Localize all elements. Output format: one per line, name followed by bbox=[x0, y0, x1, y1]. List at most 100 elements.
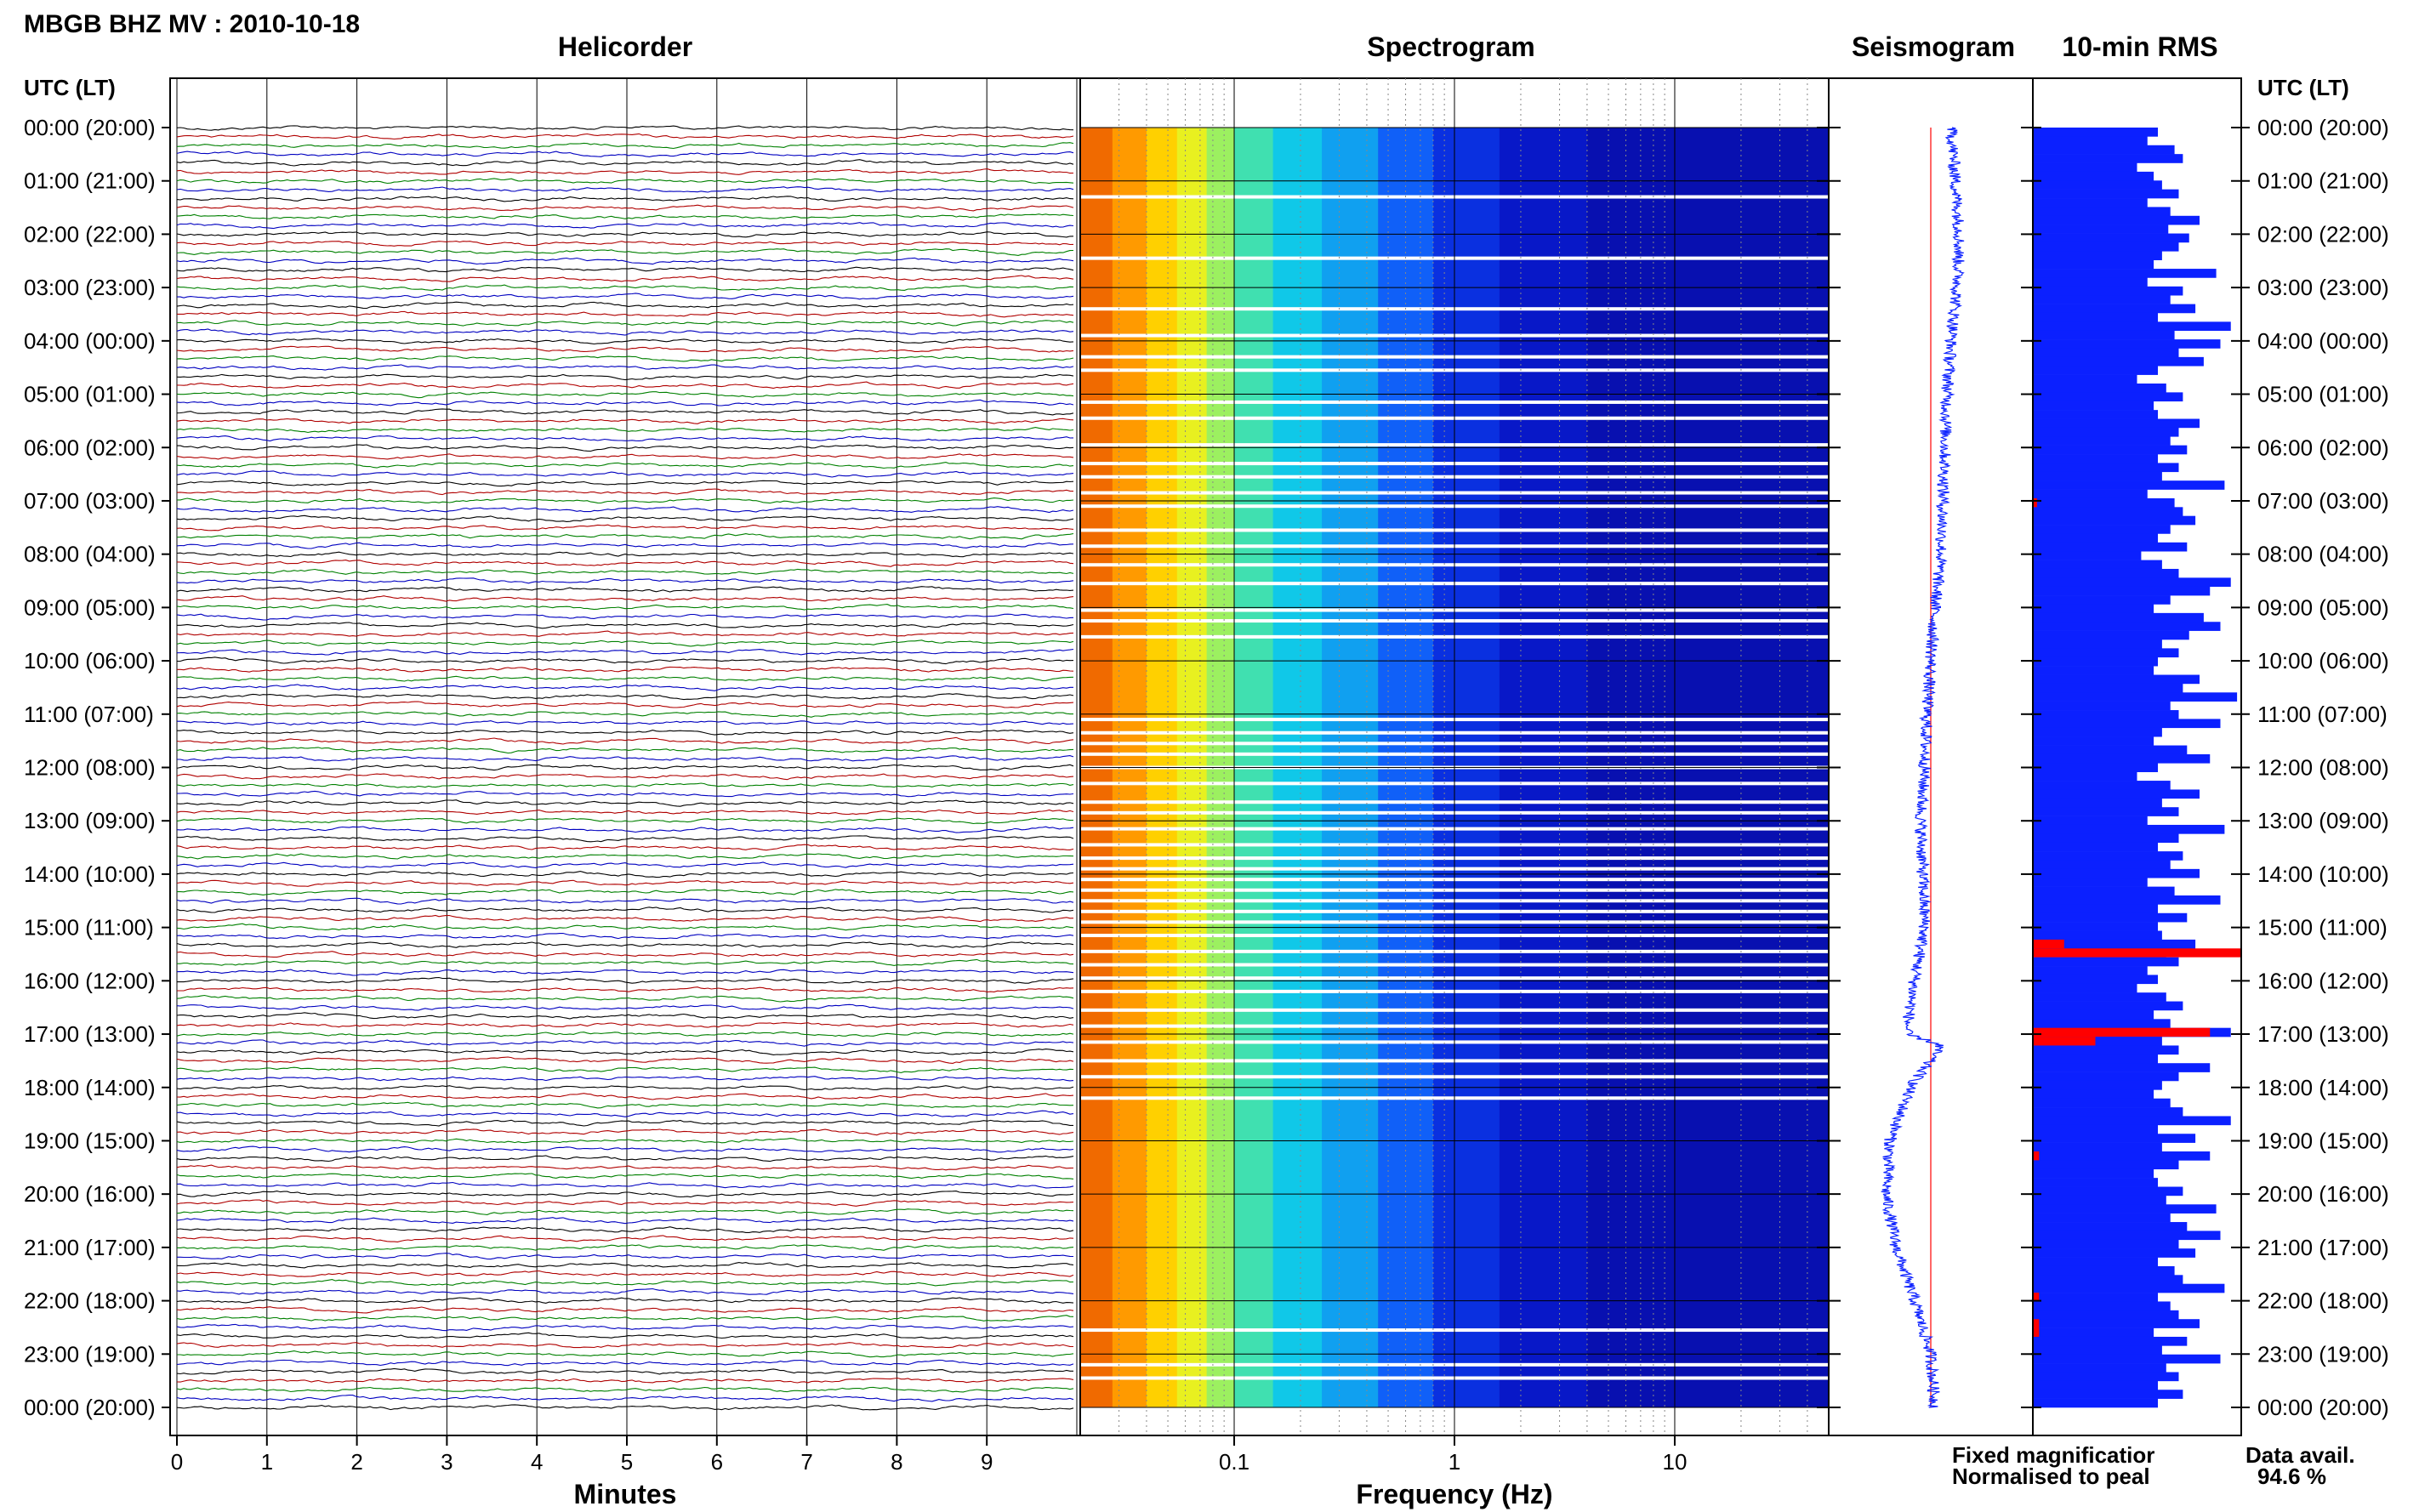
helicorder-trace bbox=[176, 595, 1074, 602]
rms-bar bbox=[2033, 1354, 2221, 1364]
helicorder-trace bbox=[176, 1012, 1074, 1020]
helicorder-trace bbox=[177, 293, 1074, 300]
helicorder-trace bbox=[176, 817, 1074, 825]
helicorder-trace bbox=[177, 1253, 1074, 1260]
rms-bar bbox=[2033, 304, 2196, 314]
helicorder-trace bbox=[177, 729, 1074, 736]
helicorder-trace bbox=[176, 551, 1074, 558]
rms-bar bbox=[2033, 595, 2171, 605]
helicorder-trace bbox=[176, 613, 1074, 621]
rms-bar bbox=[2033, 180, 2162, 190]
rms-bar bbox=[2033, 648, 2179, 658]
x-axis-ticks: 0 1 2 3 4 5 6 7 8 9 0.1 1 10 bbox=[171, 1435, 1687, 1475]
rms-bar bbox=[2033, 692, 2238, 702]
rms-bar bbox=[2033, 1195, 2166, 1205]
rms-bar bbox=[2033, 1178, 2158, 1187]
helicorder-trace bbox=[176, 151, 1074, 157]
helicorder-trace bbox=[176, 809, 1074, 816]
rms-bar bbox=[2033, 1363, 2166, 1373]
rms-bar bbox=[2033, 225, 2169, 234]
helicorder-trace bbox=[176, 1085, 1074, 1091]
rms-bar bbox=[2033, 930, 2162, 941]
helicorder-trace bbox=[176, 1306, 1074, 1314]
rms-bar bbox=[2033, 427, 2179, 437]
rms-bar bbox=[2033, 878, 2148, 887]
time-tick-label-right: 18:00 (14:00) bbox=[2257, 1075, 2389, 1100]
rms-bar bbox=[2033, 286, 2183, 296]
station-title: MBGB BHZ MV : 2010-10-18 bbox=[24, 10, 360, 38]
rms-bar bbox=[2033, 577, 2231, 588]
rms-bar bbox=[2033, 551, 2142, 560]
helicorder-trace bbox=[176, 693, 1074, 701]
helicorder-trace bbox=[176, 408, 1074, 416]
rms-bar bbox=[2033, 753, 2211, 764]
rms-bar bbox=[2033, 312, 2158, 322]
helicorder-trace bbox=[176, 125, 1074, 131]
data-availability-label: Data avail. bbox=[2245, 1442, 2355, 1468]
helicorder-trace bbox=[176, 1093, 1074, 1100]
rms-bar bbox=[2033, 639, 2162, 649]
rms-bar bbox=[2033, 560, 2162, 570]
rms-bar bbox=[2033, 401, 2154, 411]
rms-bar bbox=[2033, 171, 2154, 181]
helicorder-trace bbox=[177, 976, 1074, 984]
helicorder-trace bbox=[176, 853, 1074, 860]
rms-bar bbox=[2033, 860, 2171, 870]
rms-bar bbox=[2033, 1283, 2225, 1293]
rms-bar bbox=[2033, 515, 2196, 526]
time-tick-label-left: 00:00 (20:00) bbox=[24, 1395, 156, 1420]
helicorder-trace bbox=[176, 844, 1074, 851]
helicorder-trace bbox=[176, 1022, 1074, 1028]
helicorder-trace bbox=[176, 711, 1073, 718]
time-tick-label-right: 03:00 (23:00) bbox=[2257, 275, 2389, 300]
time-tick-label-left: 15:00 (11:00) bbox=[24, 915, 154, 941]
rms-bar bbox=[2033, 1345, 2162, 1356]
time-tick-label-left: 10:00 (06:00) bbox=[24, 648, 156, 674]
helicorder-trace bbox=[176, 790, 1074, 798]
rms-normalised-bar bbox=[2033, 1037, 2096, 1046]
time-tick-label-right: 21:00 (17:00) bbox=[2257, 1235, 2389, 1260]
rms-bar bbox=[2033, 842, 2158, 852]
rms-bar bbox=[2033, 975, 2158, 985]
helicorder-trace bbox=[176, 648, 1074, 656]
helicorder-title: Helicorder bbox=[558, 31, 692, 62]
time-tick-label-right: 05:00 (01:00) bbox=[2257, 382, 2389, 407]
time-tick-label-left: 19:00 (15:00) bbox=[24, 1128, 156, 1153]
time-tick-label-right: 23:00 (19:00) bbox=[2257, 1341, 2389, 1367]
rms-title: 10-min RMS bbox=[2062, 31, 2217, 62]
rms-bar bbox=[2033, 992, 2166, 1002]
helicorder-trace bbox=[176, 1101, 1074, 1109]
helicorder-trace bbox=[176, 364, 1074, 371]
rms-bar bbox=[2033, 295, 2171, 304]
helicorder-trace bbox=[176, 1003, 1074, 1011]
rms-bar bbox=[2033, 330, 2175, 340]
rms-bar bbox=[2033, 542, 2188, 552]
helicorder-trace bbox=[177, 720, 1074, 726]
time-tick-label-right: 10:00 (06:00) bbox=[2257, 648, 2389, 674]
rms-bar bbox=[2033, 674, 2200, 685]
rms-bar bbox=[2033, 1301, 2171, 1311]
rms-bar bbox=[2033, 807, 2179, 816]
helicorder-trace bbox=[176, 391, 1074, 399]
helicorder-trace bbox=[176, 301, 1074, 310]
rms-bar bbox=[2033, 922, 2158, 931]
helicorder-trace bbox=[176, 168, 1074, 175]
rms-frame bbox=[2032, 77, 2242, 1436]
helicorder-trace bbox=[176, 514, 1074, 522]
helicorder-trace bbox=[176, 320, 1074, 327]
helicorder-trace bbox=[176, 275, 1074, 282]
rms-bar bbox=[2033, 833, 2179, 844]
time-axis-label-right: UTC (LT) bbox=[2257, 75, 2349, 100]
rms-bar bbox=[2033, 1080, 2162, 1090]
rms-bar bbox=[2033, 1142, 2162, 1152]
helicorder-trace bbox=[176, 506, 1074, 514]
data-availability-value: 94.6 % bbox=[2257, 1464, 2326, 1489]
helicorder-trace bbox=[176, 1217, 1074, 1225]
time-tick-label-right: 20:00 (16:00) bbox=[2257, 1181, 2389, 1207]
helicorder-trace bbox=[176, 373, 1074, 381]
seismogram-panel bbox=[1828, 77, 2034, 1436]
helicorder-trace bbox=[176, 470, 1074, 478]
helicorder-trace bbox=[176, 861, 1074, 868]
helicorder-trace bbox=[176, 1173, 1074, 1179]
time-tick-label-right: 08:00 (04:00) bbox=[2257, 542, 2389, 567]
